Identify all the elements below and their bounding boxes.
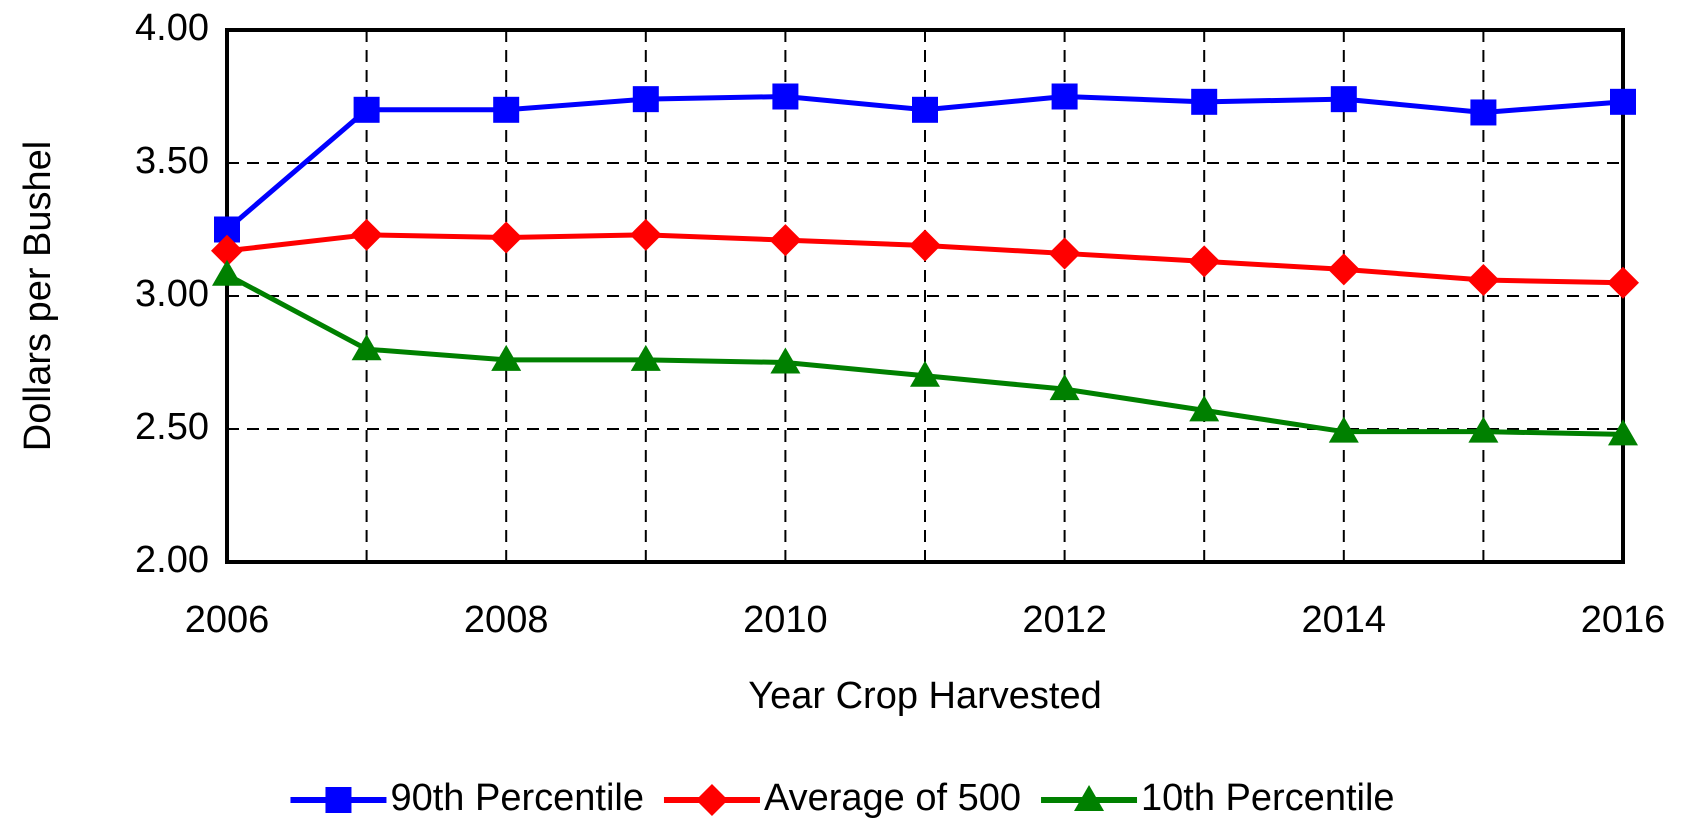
y-tick-label: 3.00 [135, 273, 209, 315]
x-tick-label: 2012 [1022, 599, 1107, 641]
marker [351, 334, 382, 361]
y-axis-title: Dollars per Bushel [17, 141, 59, 451]
y-tick-label: 2.50 [135, 406, 209, 448]
x-tick-label: 2014 [1302, 599, 1387, 641]
legend-label: Average of 500 [764, 777, 1021, 819]
marker [1327, 253, 1360, 286]
marker [493, 96, 520, 123]
marker [769, 224, 802, 257]
legend-label: 90th Percentile [390, 777, 644, 819]
x-tick-label: 2008 [464, 599, 549, 641]
marker [1470, 99, 1497, 126]
marker [770, 347, 801, 374]
marker [350, 218, 383, 251]
marker [1048, 237, 1081, 270]
marker [1330, 86, 1357, 113]
marker [630, 344, 661, 371]
legend-marker [695, 784, 728, 816]
marker [632, 86, 659, 113]
marker [1049, 374, 1080, 401]
marker [1608, 419, 1638, 446]
marker [909, 229, 941, 262]
marker [353, 96, 380, 123]
marker [629, 218, 662, 251]
y-tick-label: 4.00 [135, 7, 209, 49]
marker [1328, 416, 1359, 443]
y-tick-label: 2.00 [135, 539, 209, 581]
marker [1607, 266, 1639, 299]
x-tick-label: 2006 [185, 599, 270, 641]
marker [491, 344, 522, 371]
legend-marker [1074, 785, 1105, 811]
y-tick-label: 3.50 [135, 140, 209, 182]
marker [1188, 245, 1221, 278]
marker [1610, 88, 1636, 115]
x-tick-label: 2010 [743, 599, 828, 641]
marker [912, 96, 938, 123]
marker [772, 83, 799, 110]
marker [1189, 395, 1220, 422]
marker [212, 259, 242, 286]
marker [1468, 416, 1499, 443]
x-axis-title: Year Crop Harvested [748, 675, 1101, 717]
legend-label: 10th Percentile [1141, 777, 1395, 819]
marker [211, 234, 243, 267]
x-tick-label: 2016 [1581, 599, 1666, 641]
marker [1191, 88, 1218, 115]
marker [1051, 83, 1078, 110]
marker [1467, 264, 1500, 297]
marker [910, 360, 940, 387]
marker [490, 221, 523, 254]
legend-marker [325, 787, 352, 813]
